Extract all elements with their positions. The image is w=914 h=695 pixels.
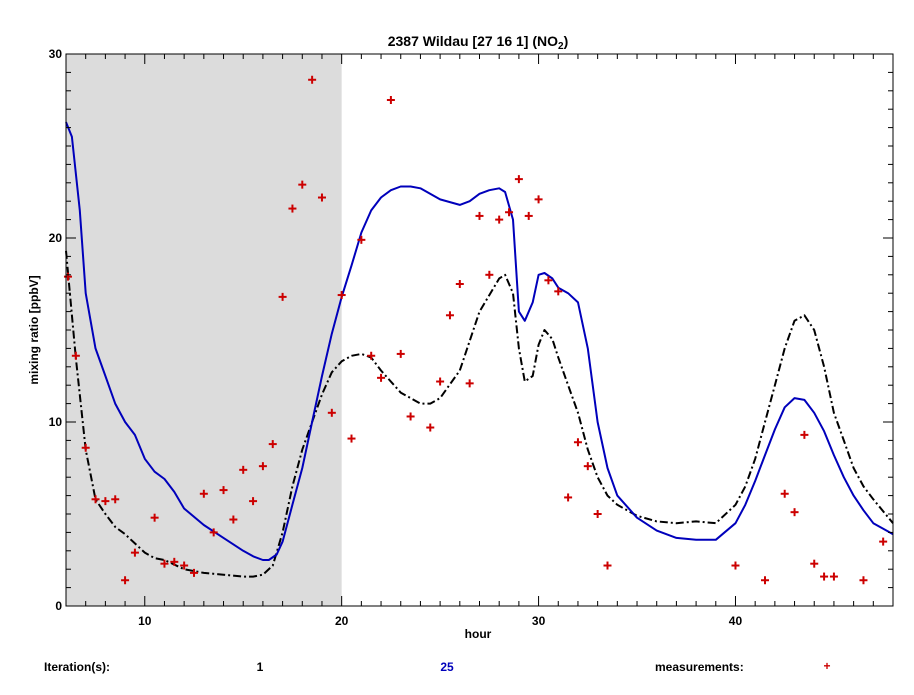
series-line-1 (65, 250, 894, 578)
measurement-point (199, 489, 208, 498)
measurement-point (436, 377, 445, 386)
measurement-point (455, 280, 464, 288)
measurement-point (524, 211, 533, 220)
legend-iterations-label: Iteration(s): (44, 660, 110, 674)
x-tick-label: 40 (729, 614, 743, 628)
measurement-point (573, 438, 582, 447)
measurement-point (347, 434, 356, 443)
measurement-point (209, 528, 218, 537)
measurement-point (160, 559, 169, 568)
measurement-point (593, 510, 602, 518)
measurement-point (780, 489, 789, 498)
measurement-point (268, 440, 277, 449)
measurement-point (810, 559, 819, 568)
measurement-point (63, 272, 72, 281)
measurement-point (111, 495, 120, 504)
measurement-point (564, 493, 573, 502)
y-tick-label: 0 (55, 599, 62, 613)
measurement-point (396, 349, 405, 358)
measurement-point (800, 430, 809, 439)
measurement-point (495, 215, 504, 224)
measurement-point (229, 515, 238, 524)
series-line-25 (65, 121, 894, 561)
measurement-point (445, 311, 454, 320)
measurement-point (406, 412, 415, 421)
measurement-point (554, 287, 563, 296)
measurement-point (761, 576, 770, 585)
measurement-point (426, 423, 435, 432)
x-axis-label: hour (465, 627, 492, 641)
legend-series-25-label: 25 (440, 660, 454, 674)
x-tick-label: 30 (532, 614, 546, 628)
measurement-point (327, 408, 336, 417)
chart-title: 2387 Wildau [27 16 1] (NO2) (388, 33, 569, 52)
y-tick-label: 10 (49, 415, 63, 429)
measurement-point (731, 561, 740, 570)
x-tick-label: 10 (138, 614, 152, 628)
measurement-point (101, 497, 110, 506)
legend-series-1-label: 1 (257, 660, 264, 674)
y-axis-label: mixing ratio [ppbV] (27, 275, 41, 384)
plot-area: 10 20 30 40 0 10 20 30 (49, 47, 894, 628)
measurement-point (170, 557, 179, 566)
measurement-point (219, 486, 228, 495)
measurement-point (258, 462, 267, 471)
legend-measurements-marker: + (823, 659, 830, 673)
measurement-point (790, 508, 799, 517)
measurement-point (308, 75, 317, 84)
measurement-point (337, 291, 346, 300)
measurement-point (820, 572, 829, 581)
measurement-point (130, 548, 139, 557)
measurement-point (150, 513, 159, 522)
measurement-point (386, 96, 395, 104)
measurement-point (317, 193, 326, 202)
measurement-point (71, 351, 80, 360)
y-tick-label: 30 (49, 47, 63, 61)
measurement-point (278, 292, 287, 301)
measurement-point (189, 568, 198, 577)
x-tick-label: 20 (335, 614, 349, 628)
measurement-point (859, 576, 868, 585)
measurement-point (475, 211, 484, 220)
measurement-point (357, 235, 366, 244)
measurement-point (91, 495, 100, 504)
measurement-point (505, 208, 514, 217)
measurement-point (377, 373, 386, 382)
measurement-point (534, 195, 543, 204)
measurement-point (249, 497, 258, 506)
measurement-point (465, 379, 474, 388)
y-tick-label: 20 (49, 231, 63, 245)
measurement-point (180, 561, 189, 570)
measurement-point (81, 443, 90, 452)
measurement-point (485, 270, 494, 279)
measurement-point (829, 572, 838, 581)
measurement-point (121, 576, 130, 585)
measurement-point (514, 175, 523, 184)
measurement-point (544, 276, 553, 285)
measurement-point (298, 180, 307, 189)
measurement-point (367, 351, 376, 360)
measurement-point (603, 561, 612, 570)
measurement-point (879, 537, 888, 546)
measurement-point (583, 462, 592, 471)
measurement-point (239, 465, 248, 474)
measurement-point (288, 204, 297, 213)
night-shading (66, 54, 342, 606)
legend-measurements-label: measurements: (655, 660, 744, 674)
